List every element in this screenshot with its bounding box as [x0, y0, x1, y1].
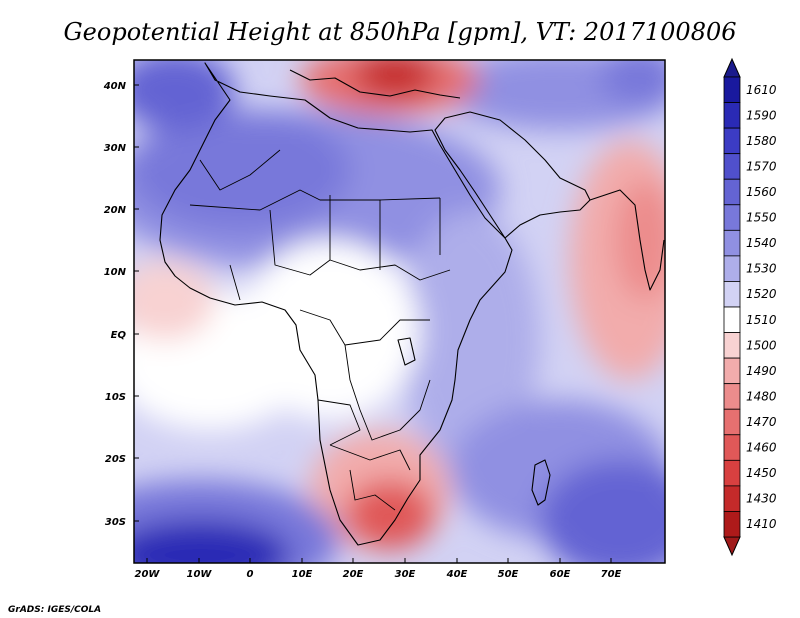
colorbar-label: 1560	[746, 185, 777, 199]
lon-label: 10W	[187, 569, 213, 580]
colorbar-box	[723, 281, 741, 308]
colorbar-box	[723, 153, 741, 180]
height-field	[134, 60, 665, 563]
colorbar-label: 1530	[746, 262, 777, 276]
lon-label: 20W	[135, 569, 161, 580]
colorbar-label: 1490	[746, 364, 777, 378]
colorbar-box	[723, 511, 741, 538]
colorbar-bottom-arrow	[723, 536, 741, 557]
colorbar-box	[723, 434, 741, 461]
colorbar-label: 1540	[746, 236, 777, 250]
lon-label: 20E	[343, 569, 364, 580]
colorbar-box	[723, 383, 741, 410]
lat-label: EQ	[111, 330, 127, 341]
lat-label: 10N	[104, 267, 127, 278]
colorbar-box	[723, 459, 741, 487]
colorbar-top-arrow	[723, 57, 741, 78]
lon-label: 40E	[446, 569, 468, 580]
colorbar-label: 1410	[746, 517, 777, 531]
colorbar-label: 1550	[746, 211, 777, 225]
colorbar-box	[723, 204, 741, 231]
coastlines	[159, 62, 665, 546]
lat-label: 20S	[105, 454, 126, 465]
country-borders	[189, 149, 451, 511]
colorbar-box	[723, 408, 741, 436]
colorbar-box	[723, 332, 741, 359]
colorbar-box	[723, 255, 741, 282]
colorbar-label: 1450	[746, 466, 777, 480]
colorbar-box	[723, 485, 741, 512]
colorbar-box	[723, 357, 741, 385]
lon-label: 70E	[601, 569, 622, 580]
lon-label: 10E	[292, 569, 313, 580]
colorbar-label: 1590	[746, 108, 777, 122]
colorbar: 1610 1590 1580 1570 1560 1550 1540 1530 1520 1510…	[723, 57, 777, 557]
plot-frame	[133, 59, 666, 564]
colorbar-box	[723, 306, 741, 333]
colorbar-label: 1520	[746, 287, 777, 301]
lon-labels: 20W 10W 0 10E 20E 30E 40E 50E 60E 70E	[135, 569, 622, 580]
grads-credit: GrADS: IGES/COLA	[8, 605, 101, 615]
colorbar-label: 1480	[746, 389, 777, 403]
colorbar-label: 1510	[746, 313, 777, 327]
colorbar-label: 1580	[746, 134, 777, 148]
lon-label: 60E	[550, 569, 571, 580]
lat-labels: 40N 30N 20N 10N EQ 10S 20S 30S	[103, 81, 127, 528]
map-title: Geopotential Height at 850hPa [gpm], VT:…	[64, 18, 737, 46]
colorbar-label: 1470	[746, 415, 777, 429]
colorbar-box	[723, 127, 741, 155]
lon-label: 30E	[395, 569, 416, 580]
colorbar-label: 1460	[746, 441, 777, 455]
lat-label: 10S	[105, 392, 126, 403]
tick-marks	[134, 84, 612, 563]
lon-label: 0	[247, 569, 254, 580]
colorbar-label: 1570	[746, 159, 777, 173]
lat-label: 20N	[104, 205, 127, 216]
colorbar-box	[723, 76, 741, 103]
colorbar-label: 1610	[746, 83, 777, 97]
lat-label: 40N	[103, 81, 127, 92]
colorbar-box	[723, 178, 741, 206]
colorbar-box	[723, 229, 741, 257]
colorbar-label: 1500	[746, 338, 777, 352]
lon-label: 50E	[498, 569, 519, 580]
lat-label: 30S	[105, 517, 126, 528]
lat-label: 30N	[104, 143, 127, 154]
colorbar-label: 1430	[746, 492, 777, 506]
colorbar-box	[723, 102, 741, 129]
